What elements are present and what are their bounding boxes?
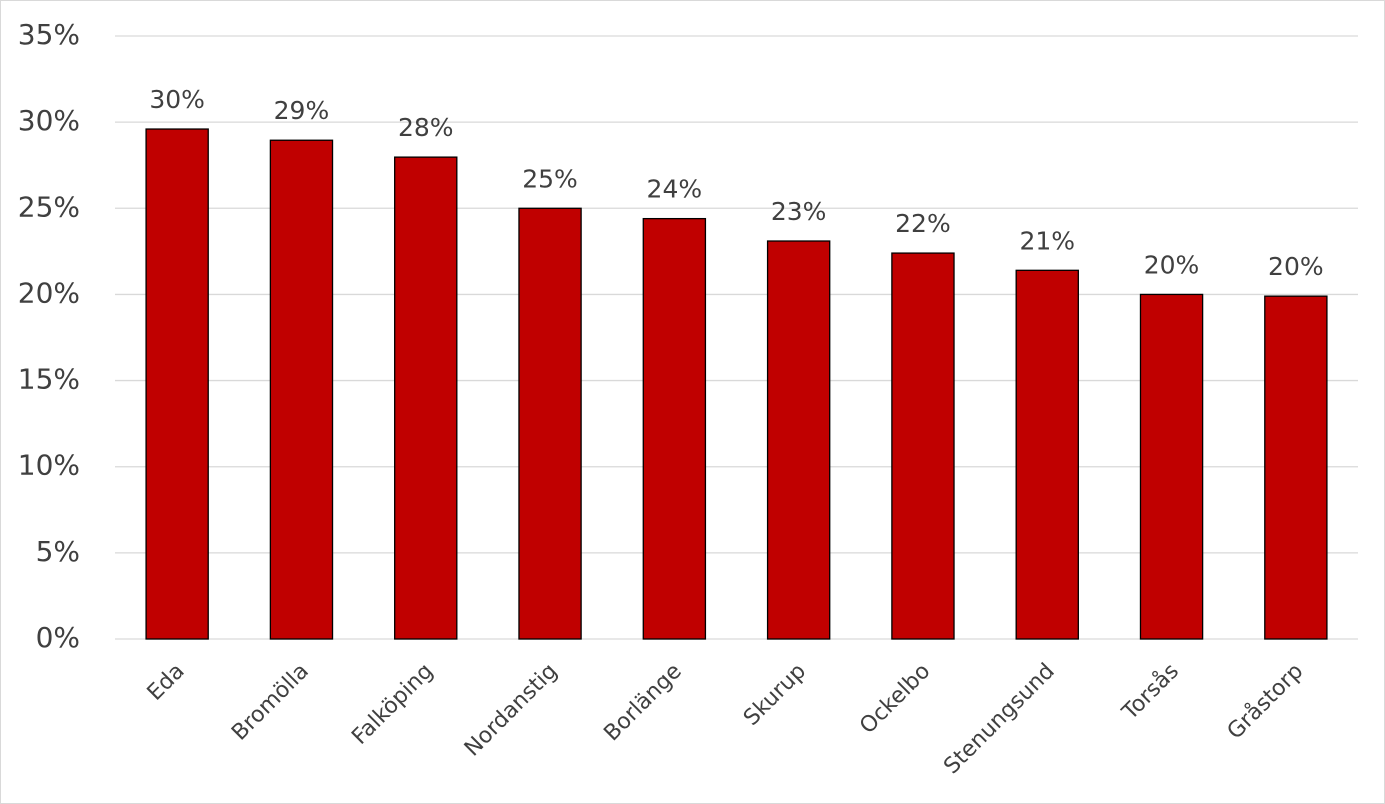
data-label: 20%: [1268, 252, 1324, 281]
y-tick-label: 25%: [18, 190, 80, 223]
bar: [394, 156, 458, 640]
bar: [518, 207, 582, 640]
bar: [1139, 293, 1204, 640]
y-tick-label: 0%: [36, 621, 80, 654]
data-label: 22%: [895, 209, 951, 238]
y-tick-label: 15%: [18, 363, 80, 396]
bar: [145, 128, 209, 640]
y-tick-label: 30%: [18, 104, 80, 137]
bar: [642, 217, 707, 640]
y-tick-label: 35%: [18, 18, 80, 51]
bar: [1015, 269, 1079, 640]
data-label: 20%: [1144, 250, 1200, 279]
y-tick-label: 20%: [18, 276, 80, 309]
data-label: 24%: [647, 175, 703, 204]
data-label: 28%: [398, 113, 454, 142]
bar: [766, 240, 831, 640]
bar: [269, 139, 334, 640]
data-label: 30%: [149, 85, 205, 114]
data-label: 25%: [522, 164, 578, 193]
data-label: 29%: [274, 96, 330, 125]
bar: [891, 252, 955, 640]
data-label: 21%: [1019, 226, 1075, 255]
data-label: 23%: [771, 197, 827, 226]
y-tick-label: 5%: [36, 535, 80, 568]
y-tick-label: 10%: [18, 449, 80, 482]
bar: [1264, 295, 1328, 640]
